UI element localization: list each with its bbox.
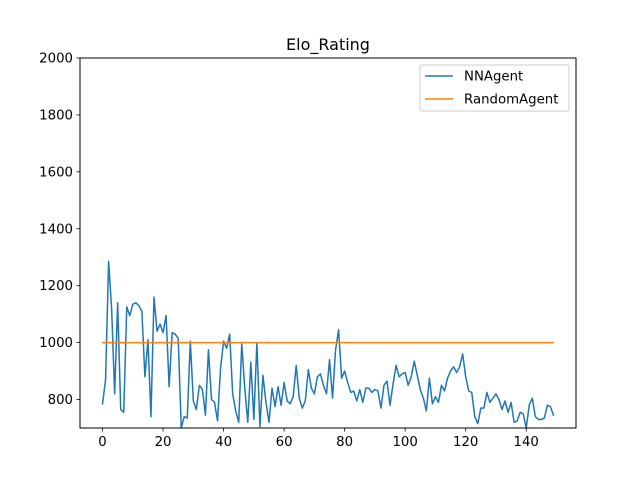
y-tick-label: 2000 [39,52,73,67]
x-tick-label: 80 [336,435,353,450]
x-tick-label: 60 [276,435,293,450]
plot-area [80,58,576,428]
series-line-nnagent [101,260,555,428]
legend-label-randomagent: RandomAgent [464,93,558,108]
x-tick-label: 20 [155,435,172,450]
y-axis: 800 1000 1200 1400 1600 1800 2000 [39,52,80,408]
x-tick-label: 0 [98,435,106,450]
y-tick-label: 1000 [39,336,73,351]
y-tick-label: 1600 [39,165,73,180]
legend: NNAgent RandomAgent [419,64,570,112]
y-tick-label: 1400 [39,222,73,237]
x-tick-label: 40 [215,435,232,450]
y-tick-label: 800 [48,393,73,408]
x-tick-label: 100 [392,435,417,450]
y-tick-label: 1800 [39,108,73,123]
x-tick-label: 140 [514,435,539,450]
plot-frame [79,57,577,429]
legend-label-nnagent: NNAgent [464,70,523,85]
chart-title: Elo_Rating [286,35,370,55]
y-tick-label: 1200 [39,279,73,294]
series-layer [101,260,555,428]
legend-box [419,64,570,112]
axes-layer [79,57,577,429]
x-axis: 0 20 40 60 80 100 120 140 [98,428,539,450]
x-tick-label: 120 [453,435,478,450]
